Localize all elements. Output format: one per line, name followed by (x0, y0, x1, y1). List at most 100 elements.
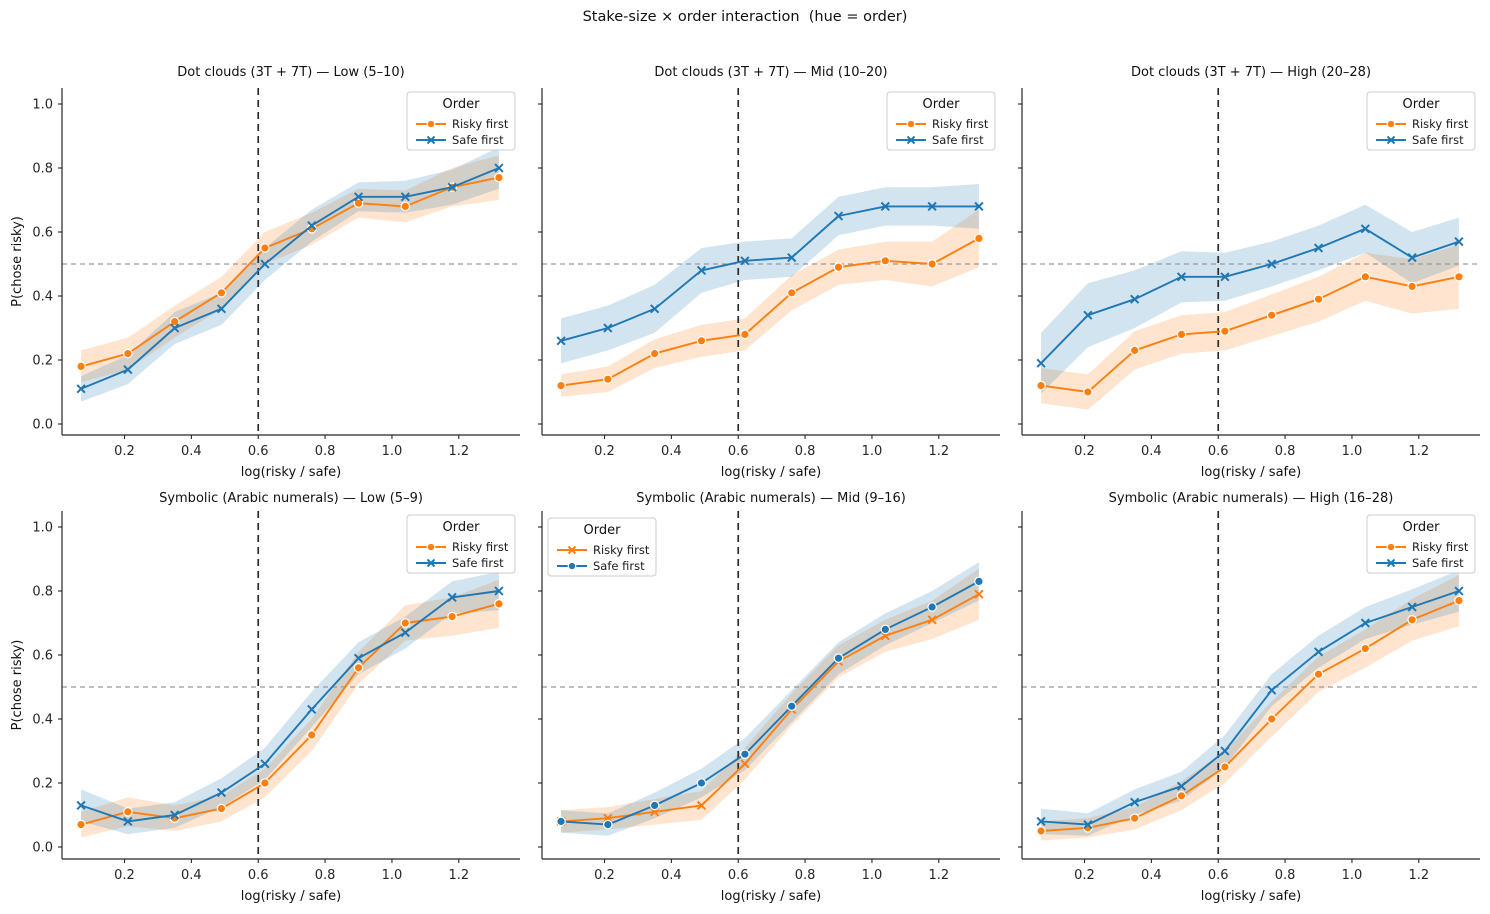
marker-x (927, 201, 937, 212)
legend: Order Risky first Safe first (886, 91, 996, 151)
marker-circle (740, 329, 750, 340)
x-tick-label: 1.0 (382, 868, 403, 883)
marker-circle (1220, 326, 1230, 336)
marker-circle (603, 819, 613, 830)
y-tick-label: 0.0 (32, 841, 53, 856)
marker-x (447, 592, 457, 603)
ci-band-risky-first (1041, 244, 1459, 410)
ci-band-safe-first (561, 184, 979, 364)
y-tick-label: 0.2 (32, 777, 53, 792)
marker-circle (1266, 310, 1277, 320)
ci-band-safe-first (1041, 570, 1459, 836)
x-tick-label: 0.4 (1141, 444, 1162, 459)
marker-x (353, 192, 364, 202)
marker-x (696, 265, 707, 276)
marker-circle (123, 806, 133, 817)
series-line-risky-first (80, 176, 500, 368)
legend-item-label: Safe first (1412, 556, 1464, 570)
legend: Order Risky first Safe first (406, 91, 516, 151)
series-line-safe-first (80, 167, 500, 390)
legend: Order Risky first Safe first (1366, 514, 1476, 574)
marker-x (1036, 358, 1046, 368)
marker-circle (833, 262, 844, 272)
y-tick-label: 1.0 (32, 98, 53, 113)
x-tick-label: 0.2 (594, 868, 615, 883)
x-tick-label: 1.0 (1342, 868, 1363, 883)
subplot-title-sym-high: Symbolic (Arabic numerals) — High (16–28… (1108, 491, 1394, 506)
marker-x (1176, 781, 1187, 791)
x-tick-label: 0.2 (114, 444, 135, 459)
marker-x (696, 800, 707, 811)
marker-circle (1176, 329, 1187, 340)
x-tick-label: 1.0 (1342, 444, 1363, 459)
marker-x (307, 220, 317, 231)
marker-x (260, 759, 270, 769)
marker-circle (123, 348, 133, 359)
x-tick-label: 1.0 (862, 868, 883, 883)
y-tick-label: 0.8 (32, 162, 53, 177)
x-tick-label: 0.2 (594, 444, 615, 459)
legend: Order Risky first Safe first (1366, 91, 1476, 151)
marker-circle (880, 624, 891, 635)
series-line-safe-first (561, 580, 980, 826)
marker-circle (906, 119, 916, 129)
marker-circle (400, 201, 411, 212)
marker-circle (880, 255, 891, 266)
marker-x (740, 759, 750, 769)
marker-x (974, 589, 984, 599)
ci-band-safe-first (1041, 204, 1459, 394)
marker-circle (1129, 813, 1140, 823)
marker-x (1407, 252, 1417, 263)
x-axis-label: log(risky / safe) (241, 465, 341, 480)
marker-circle (740, 749, 750, 759)
subplot-2: 0.2 0.4 0.6 0.8 1.0 1.2 log(risky / safe) Order… (1018, 88, 1480, 480)
marker-circle (447, 611, 457, 622)
marker-x (76, 800, 86, 811)
y-tick-label: 0.6 (32, 226, 53, 241)
marker-x (650, 304, 660, 314)
marker-circle (974, 576, 984, 587)
series-line-risky-first (1041, 599, 1460, 832)
marker-circle (76, 361, 86, 372)
marker-circle (927, 259, 937, 269)
legend-box (1366, 514, 1476, 574)
marker-circle (927, 602, 937, 612)
x-tick-label: 1.0 (862, 444, 883, 459)
marker-circle (1313, 669, 1324, 679)
marker-circle (353, 198, 364, 208)
x-tick-label: 0.8 (795, 868, 816, 883)
x-axis-label: log(risky / safe) (721, 889, 821, 904)
marker-x (426, 558, 436, 568)
x-axis-label: log(risky / safe) (721, 465, 821, 480)
x-tick-label: 0.6 (248, 444, 269, 459)
series-line-risky-first (560, 237, 980, 387)
marker-circle (1386, 542, 1396, 552)
legend: Order Risky first Safe first (547, 517, 657, 577)
legend-item-label: Safe first (932, 133, 984, 147)
marker-x (216, 787, 227, 798)
marker-circle (974, 233, 984, 244)
marker-x (216, 304, 227, 314)
marker-x (787, 252, 797, 263)
ci-band-risky-first (561, 568, 979, 833)
marker-circle (603, 374, 613, 384)
marker-circle (1176, 790, 1187, 801)
y-tick-label: 0.4 (32, 290, 53, 305)
y-tick-label: 0.2 (32, 354, 53, 369)
legend-item-label: Risky first (932, 117, 989, 131)
legend-box (1366, 91, 1476, 151)
legend-box (406, 91, 516, 151)
legend-box (406, 514, 516, 574)
legend-item-label: Safe first (1412, 133, 1464, 147)
marker-circle (567, 561, 577, 571)
x-tick-label: 0.6 (1208, 868, 1229, 883)
x-tick-label: 0.2 (1074, 444, 1095, 459)
marker-x (1130, 294, 1140, 304)
legend-item-label: Risky first (1412, 540, 1469, 554)
marker-x (170, 810, 180, 820)
x-tick-label: 0.8 (1275, 868, 1296, 883)
subplot-3: 0.2 0.4 0.6 0.8 1.0 1.2 0.0 0.2 0.4 0.6 0.8 1.0 log(… (10, 511, 520, 904)
x-tick-label: 0.6 (1208, 444, 1229, 459)
marker-x (1036, 816, 1046, 827)
x-tick-label: 0.4 (181, 444, 202, 459)
